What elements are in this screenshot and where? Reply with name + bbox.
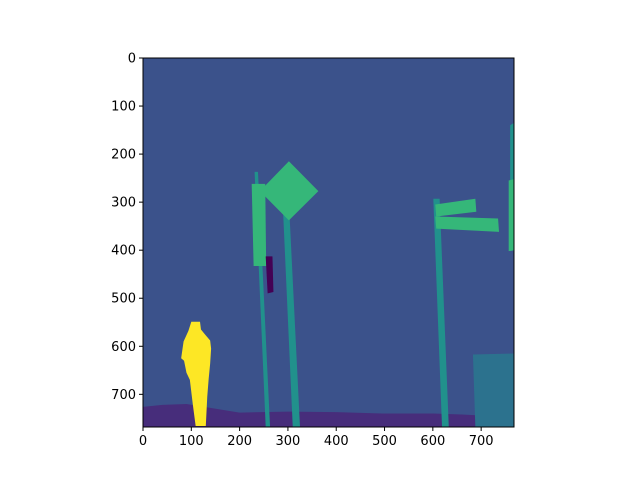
- y-tick-label: 700: [111, 388, 136, 403]
- y-tick-label: 500: [111, 292, 136, 307]
- image-regions: [143, 58, 514, 427]
- region-arrow-sign-lower: [435, 216, 500, 232]
- region-sign-right-edge: [508, 179, 514, 252]
- x-tick-label: 400: [324, 434, 349, 449]
- y-axis: 0 100 200 300 400 500 600 700: [111, 52, 143, 403]
- x-tick-label: 100: [179, 434, 204, 449]
- region-background: [143, 58, 514, 427]
- x-tick-label: 700: [469, 434, 494, 449]
- region-right-wall: [472, 353, 514, 427]
- x-tick-label: 0: [139, 434, 147, 449]
- region-dark-patch: [265, 256, 274, 294]
- y-tick-label: 100: [111, 100, 136, 115]
- region-sign-diamond: [259, 161, 319, 221]
- axes-frame: [142, 57, 515, 428]
- y-tick-label: 300: [111, 196, 136, 211]
- region-pole-right: [433, 198, 449, 427]
- y-tick-label: 600: [111, 340, 136, 355]
- x-tick-label: 600: [420, 434, 445, 449]
- x-axis: 0 100 200 300 400 500 600 700: [139, 427, 494, 449]
- region-ground: [143, 403, 514, 427]
- x-tick-label: 200: [227, 434, 252, 449]
- y-tick-label: 400: [111, 244, 136, 259]
- x-tick-label: 300: [276, 434, 301, 449]
- y-tick-label: 200: [111, 148, 136, 163]
- region-person: [181, 321, 212, 427]
- region-arrow-sign-upper: [435, 198, 477, 217]
- region-sign-rectangle: [251, 183, 267, 267]
- y-tick-label: 0: [128, 52, 136, 67]
- region-pole-middle: [283, 211, 300, 427]
- x-tick-label: 500: [372, 434, 397, 449]
